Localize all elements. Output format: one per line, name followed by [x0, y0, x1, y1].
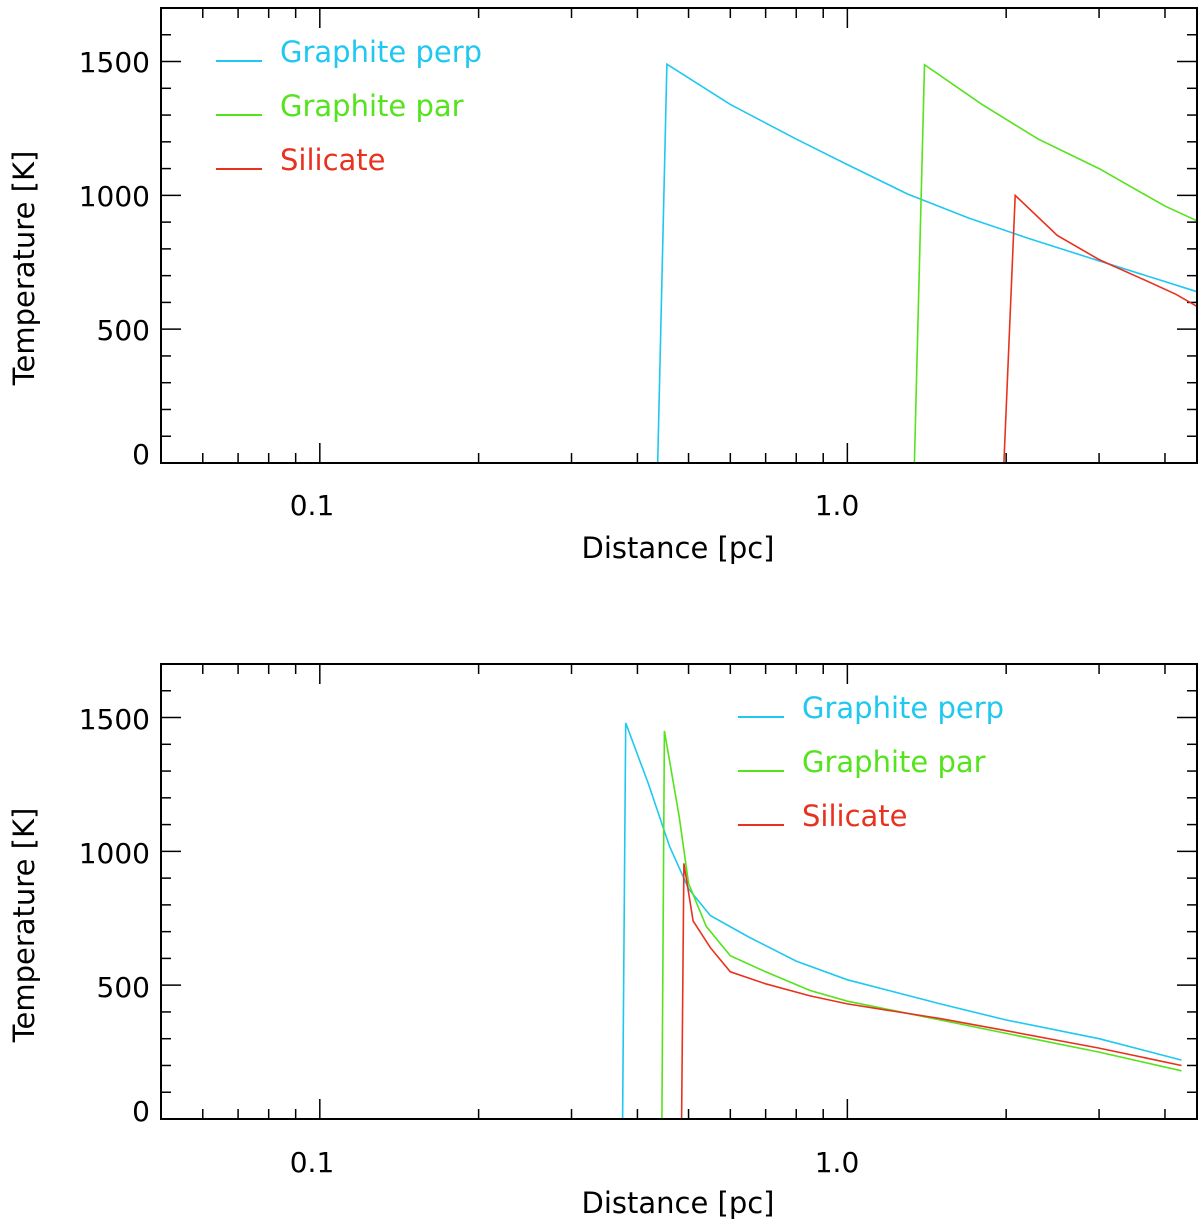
top-panel: 1500 1000 500 0 0.1 1.0 Distance [pc] Te… [7, 7, 1198, 565]
bottom-legend: Graphite perp Graphite par Silicate [738, 691, 1004, 833]
bottom-legend-label-graphite-par: Graphite par [802, 745, 986, 779]
bottom-ytick-label-1000: 1000 [79, 837, 150, 870]
bottom-legend-label-silicate: Silicate [802, 799, 908, 833]
top-legend-label-graphite-par: Graphite par [280, 89, 464, 123]
bottom-series-lines [161, 722, 1182, 1120]
bottom-x-axis-label: Distance [pc] [581, 1186, 774, 1220]
bottom-plot-frame [160, 663, 1198, 1120]
top-line-graphite-par [161, 63, 1198, 464]
bottom-y-axis-label: Temperature [K] [7, 808, 41, 1044]
top-series-lines [161, 62, 1198, 464]
top-legend-label-graphite-perp: Graphite perp [280, 35, 482, 69]
top-ytick-label-0: 0 [132, 438, 150, 471]
top-ytick-label-500: 500 [97, 314, 150, 347]
top-line-graphite-perp [161, 62, 1198, 464]
bottom-ytick-label-0: 0 [132, 1095, 150, 1128]
bottom-panel: 1500 1000 500 0 0.1 1.0 Distance [pc] Te… [7, 663, 1198, 1220]
top-ticks [160, 7, 1197, 464]
top-ytick-label-1000: 1000 [79, 180, 150, 213]
top-plot-frame [160, 7, 1198, 464]
bottom-xtick-label-1.0: 1.0 [815, 1146, 860, 1179]
top-line-silicate [161, 193, 1198, 464]
top-x-axis-label: Distance [pc] [581, 531, 774, 565]
top-ytick-label-1500: 1500 [79, 46, 150, 79]
bottom-ticks [160, 663, 1197, 1120]
top-xtick-label-0.1: 0.1 [290, 489, 335, 522]
bottom-ytick-label-1500: 1500 [79, 703, 150, 736]
bottom-line-silicate [161, 863, 1182, 1120]
bottom-ytick-label-500: 500 [97, 971, 150, 1004]
top-legend: Graphite perp Graphite par Silicate [216, 35, 482, 177]
bottom-line-graphite-par [161, 730, 1182, 1120]
bottom-xtick-label-0.1: 0.1 [290, 1146, 335, 1179]
bottom-legend-label-graphite-perp: Graphite perp [802, 691, 1004, 725]
bottom-line-graphite-perp [161, 722, 1182, 1120]
top-legend-label-silicate: Silicate [280, 143, 386, 177]
top-xtick-label-1.0: 1.0 [815, 489, 860, 522]
top-y-axis-label: Temperature [K] [7, 151, 41, 387]
